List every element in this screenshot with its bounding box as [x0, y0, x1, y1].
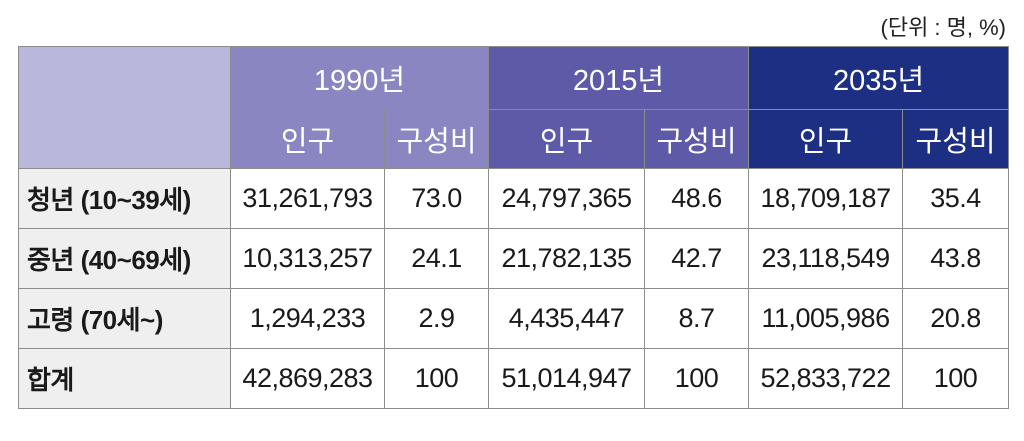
row-label: 청년 (10~39세): [18, 168, 231, 229]
table-cell: 21,782,135: [488, 228, 646, 289]
header-sub-ratio: 구성비: [902, 109, 1010, 169]
unit-note: (단위 : 명, %): [880, 15, 1007, 40]
table-cell: 31,261,793: [230, 168, 385, 229]
header-corner: [18, 46, 231, 169]
header-row-years: 1990년 2015년 2035년: [18, 46, 1010, 169]
table-cell: 100: [902, 348, 1010, 409]
table-cell: 23,118,549: [748, 228, 904, 289]
table-cell: 100: [383, 348, 490, 409]
table-cell: 4,435,447: [488, 288, 646, 349]
table-cell: 52,833,722: [748, 348, 904, 409]
table-row: 청년 (10~39세) 31,261,793 73.0 24,797,365 4…: [18, 168, 1010, 229]
table-cell: 10,313,257: [230, 228, 385, 289]
table-cell: 48.6: [644, 168, 750, 229]
header-sub-ratio: 구성비: [383, 109, 490, 169]
table-row-total: 합계 42,869,283 100 51,014,947 100 52,833,…: [18, 348, 1010, 409]
table-row: 중년 (40~69세) 10,313,257 24.1 21,782,135 4…: [18, 228, 1010, 289]
header-year-1990: 1990년: [229, 46, 490, 110]
row-label: 중년 (40~69세): [18, 228, 231, 289]
table-cell: 1,294,233: [230, 288, 385, 349]
row-label: 합계: [18, 348, 231, 409]
table-row: 고령 (70세~) 1,294,233 2.9 4,435,447 8.7 11…: [18, 288, 1010, 349]
table-cell: 42.7: [644, 228, 750, 289]
table-cell: 20.8: [902, 288, 1010, 349]
table-cell: 51,014,947: [488, 348, 646, 409]
header-sub-ratio: 구성비: [644, 109, 750, 169]
header-row-sub: 인구 구성비 인구 구성비 인구 구성비: [19, 109, 1010, 169]
table-cell: 73.0: [383, 168, 490, 229]
table-cell: 2.9: [383, 288, 490, 349]
header-year-2015: 2015년: [488, 46, 750, 110]
population-table: 1990년 2015년 2035년 인구 구성비 인구 구성비 인구 구성비 청…: [18, 46, 1010, 409]
header-sub-population: 인구: [748, 109, 904, 169]
table-cell: 18,709,187: [748, 168, 904, 229]
table-cell: 11,005,986: [748, 288, 904, 349]
table-cell: 42,869,283: [230, 348, 385, 409]
table-cell: 43.8: [902, 228, 1010, 289]
table-cell: 8.7: [644, 288, 750, 349]
table-cell: 24.1: [383, 228, 490, 289]
header-year-2035: 2035년: [748, 46, 1010, 110]
row-label: 고령 (70세~): [18, 288, 231, 349]
header-sub-population: 인구: [488, 109, 646, 169]
table-cell: 24,797,365: [488, 168, 646, 229]
table-cell: 35.4: [902, 168, 1010, 229]
header-sub-population: 인구: [230, 109, 385, 169]
table-cell: 100: [644, 348, 750, 409]
